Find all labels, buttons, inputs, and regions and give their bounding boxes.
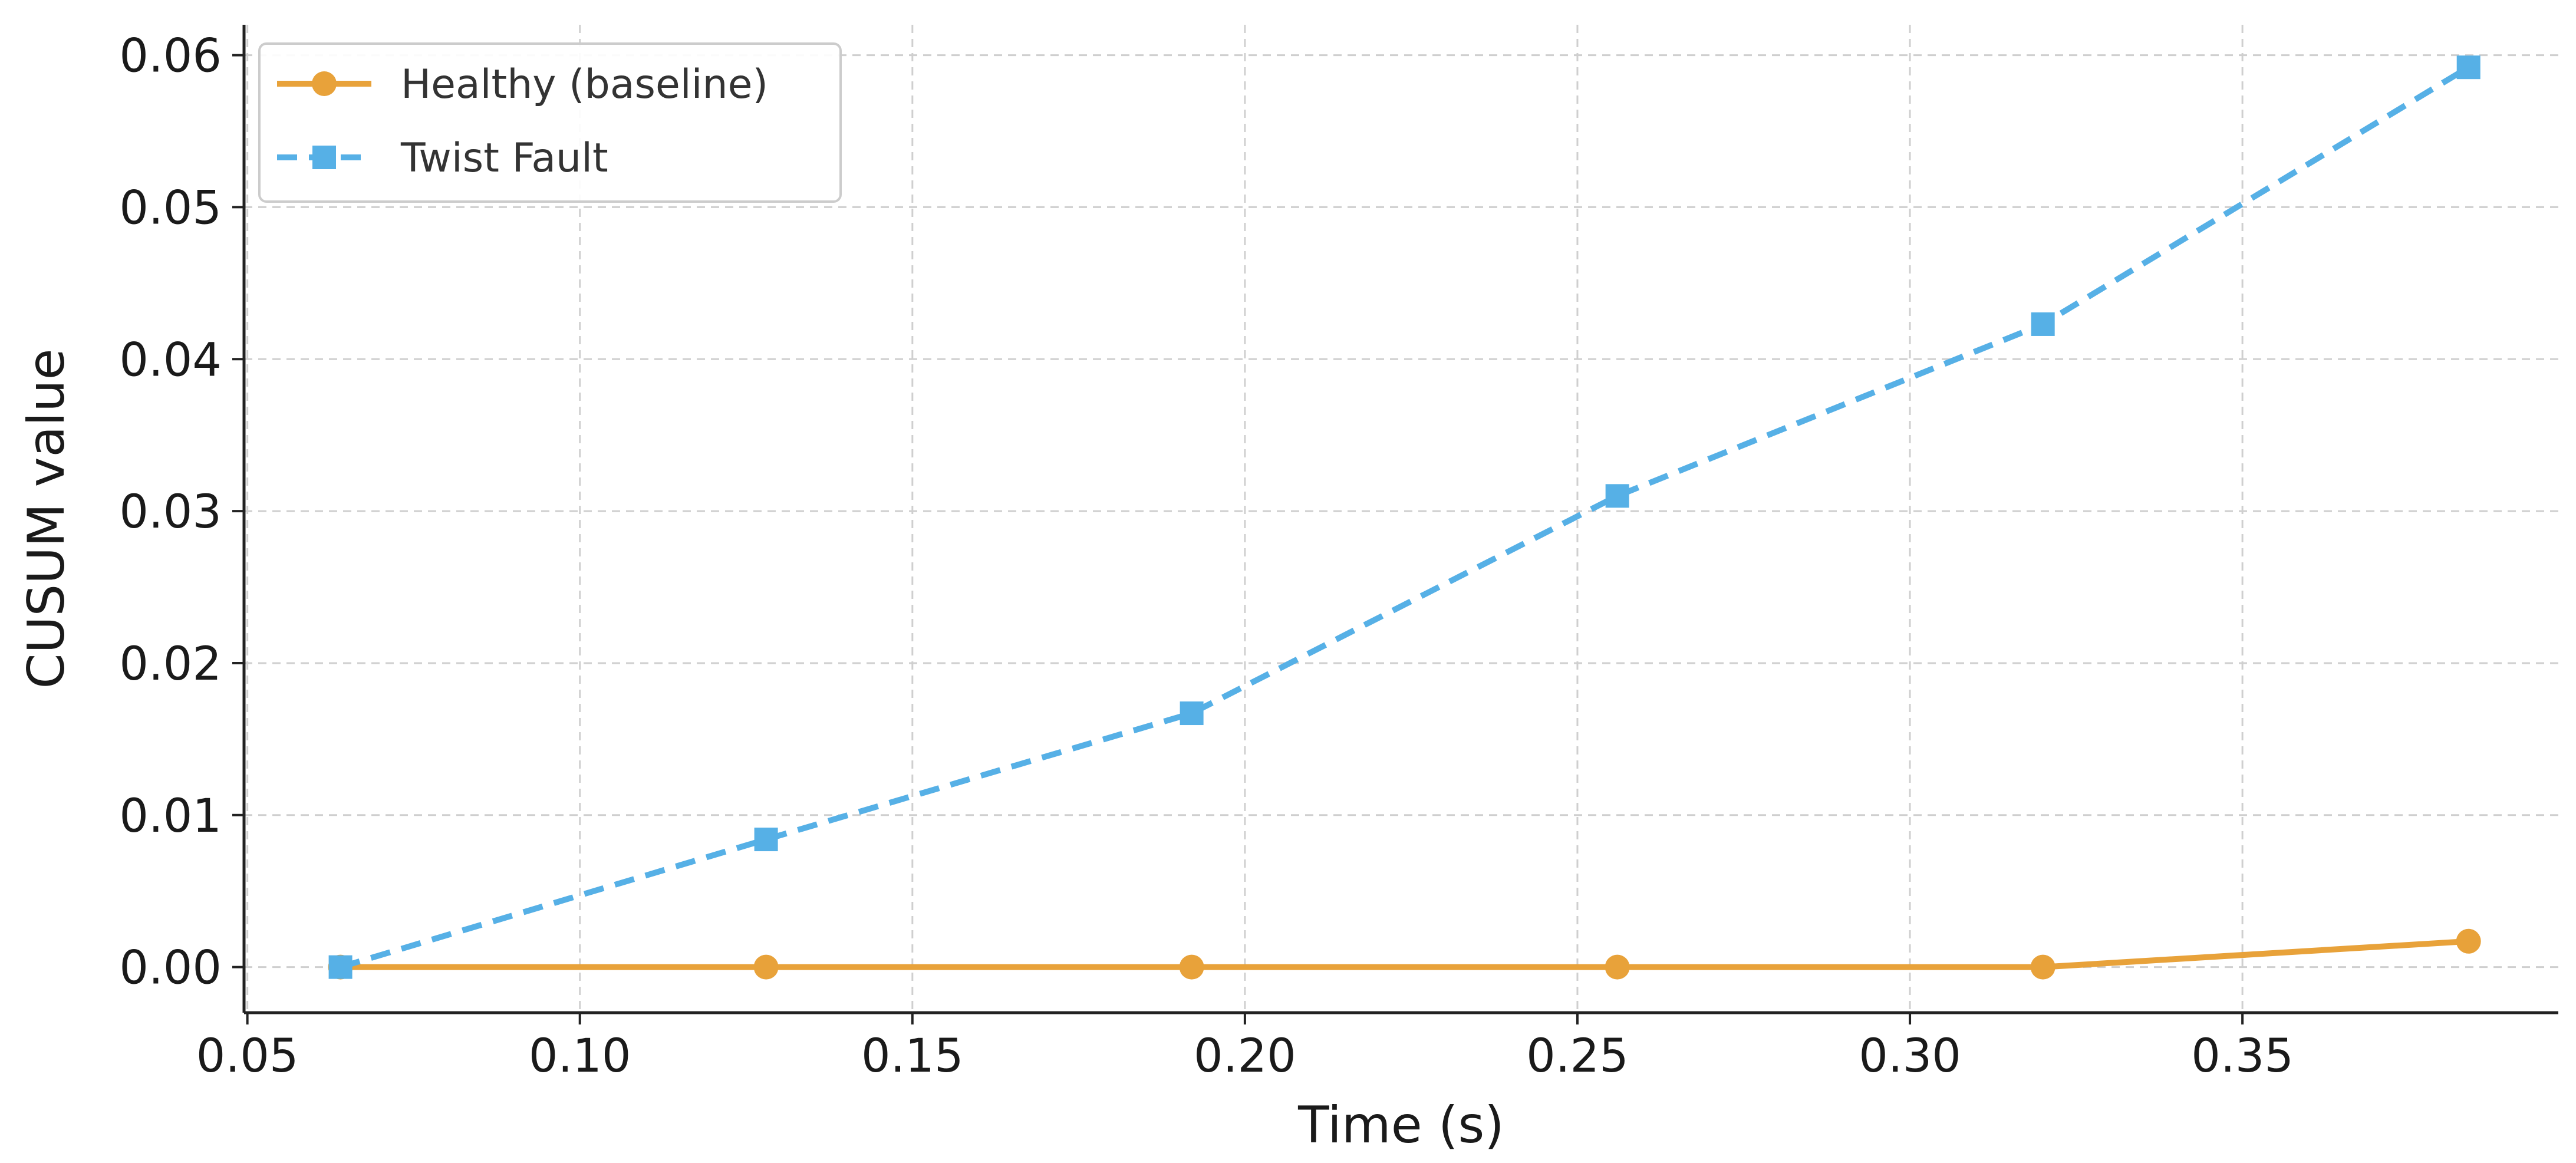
x-tick-label: 0.35 [2191, 1030, 2294, 1083]
y-tick-label: 0.06 [119, 30, 222, 83]
y-tick-label: 0.03 [119, 486, 222, 539]
y-tick-label: 0.02 [119, 638, 222, 691]
series-layer [328, 55, 2481, 980]
legend-label: Healthy (baseline) [401, 61, 768, 108]
legend-label: Twist Fault [400, 135, 608, 182]
x-tick-label: 0.25 [1526, 1030, 1629, 1083]
healthy-data-point [1605, 954, 1630, 980]
tick-labels: 0.05 0.10 0.15 0.20 0.25 0.30 0.35 0.00 0.01 0.02… [119, 30, 2294, 1083]
y-tick-label: 0.01 [119, 790, 222, 843]
healthy-data-point [2030, 954, 2055, 980]
legend-marker-square [312, 146, 336, 169]
y-axis-label: CUSUM value [17, 349, 76, 689]
x-axis-label: Time (s) [1297, 1096, 1504, 1155]
twist-fault-data-point [2031, 312, 2055, 336]
twist-fault-data-point [1605, 484, 1629, 508]
x-tick-label: 0.30 [1859, 1030, 1961, 1083]
healthy-data-point [1179, 954, 1204, 980]
twist-fault-data-point [2456, 55, 2481, 80]
twist-fault-data-point [754, 828, 778, 852]
healthy-data-point [2456, 928, 2481, 954]
y-tick-label: 0.04 [119, 334, 222, 387]
legend: Healthy (baseline) Twist Fault [258, 42, 842, 203]
legend-marker-circle [312, 71, 337, 96]
x-tick-label: 0.10 [529, 1030, 631, 1083]
twist-fault-data-point [1180, 701, 1204, 726]
y-tick-label: 0.05 [119, 182, 222, 235]
x-tick-label: 0.05 [196, 1030, 299, 1083]
x-tick-label: 0.15 [861, 1030, 964, 1083]
axes [242, 25, 2558, 1014]
twist-fault-data-point [328, 955, 353, 979]
x-tick-label: 0.20 [1194, 1030, 1296, 1083]
y-tick-label: 0.00 [119, 942, 222, 995]
legend-box [258, 42, 842, 203]
healthy-data-point [753, 954, 779, 980]
series-line-healthy [340, 938, 2469, 970]
series-line-twist-fault [340, 64, 2470, 970]
